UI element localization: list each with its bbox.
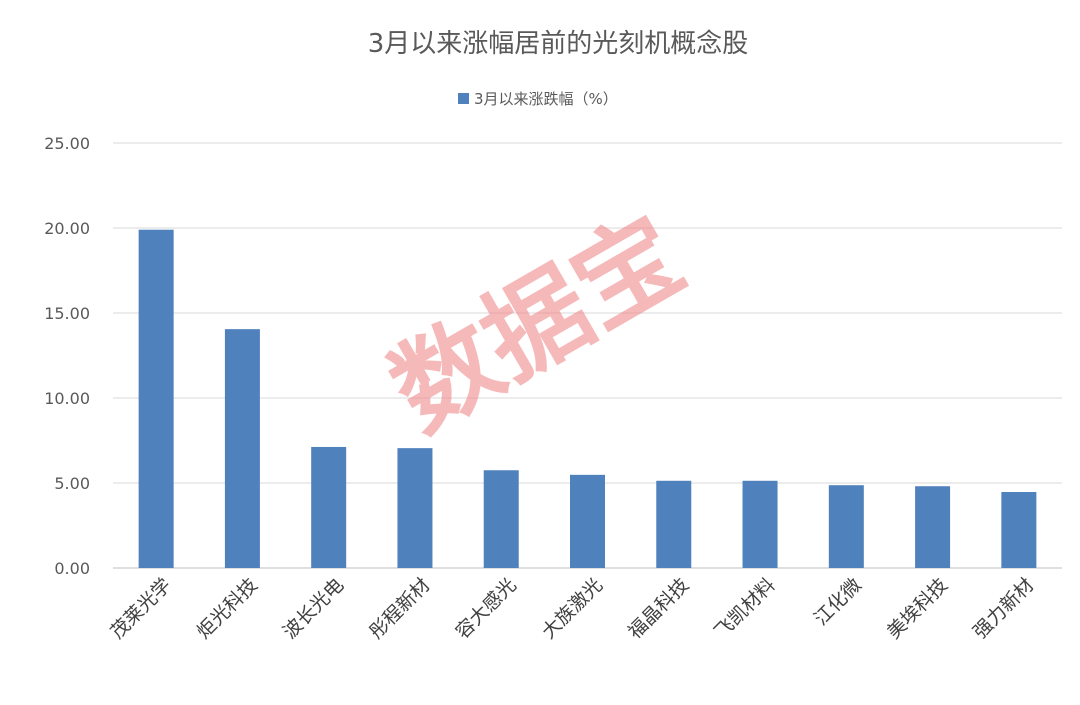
x-tick-label: 福晶科技 [624, 574, 693, 643]
bar [224, 329, 260, 568]
x-tick-label: 强力新材 [969, 574, 1038, 643]
y-tick-label: 15.00 [44, 304, 90, 323]
bar [915, 486, 951, 568]
bar [483, 470, 519, 568]
y-tick-label: 5.00 [54, 474, 90, 493]
y-axis: 0.00 5.00 10.00 15.00 20.00 25.00 [44, 134, 90, 578]
bar [1001, 492, 1037, 568]
bar [656, 480, 692, 568]
bar [570, 474, 605, 568]
x-tick-label: 容大感光 [451, 574, 520, 643]
legend-label: 3月以来涨跌幅（%） [474, 90, 618, 108]
y-tick-label: 10.00 [44, 389, 90, 408]
x-axis: 茂莱光学 炬光科技 波长光电 彤程新材 容大感光 大族激光 福晶科技 飞凯材料 江化微 美埃科技强… [106, 574, 1038, 643]
x-tick-label: 波长光电 [279, 574, 348, 643]
y-tick-label: 0.00 [54, 559, 90, 578]
bar [742, 480, 778, 568]
x-tick-label: 江化微 [810, 574, 866, 630]
bars [138, 229, 1037, 568]
y-tick-label: 25.00 [44, 134, 90, 153]
gridlines [113, 142, 1062, 569]
x-tick-label: 茂莱光学 [106, 574, 175, 643]
bar [311, 446, 347, 568]
bar [828, 485, 864, 568]
legend-swatch [458, 93, 469, 104]
y-tick-label: 20.00 [44, 219, 90, 238]
x-tick-label: 炬光科技 [193, 574, 262, 643]
x-tick-label: 美埃科技 [883, 574, 952, 643]
legend: 3月以来涨跌幅（%） [458, 90, 618, 108]
bar [397, 448, 433, 568]
chart-title: 3月以来涨幅居前的光刻机概念股 [368, 29, 749, 59]
bar [138, 229, 174, 568]
x-tick-label: 大族激光 [538, 574, 607, 643]
x-tick-label: 飞凯材料 [710, 574, 779, 643]
watermark: 数据宝 [371, 193, 702, 455]
x-tick-label: 彤程新材 [365, 574, 434, 643]
